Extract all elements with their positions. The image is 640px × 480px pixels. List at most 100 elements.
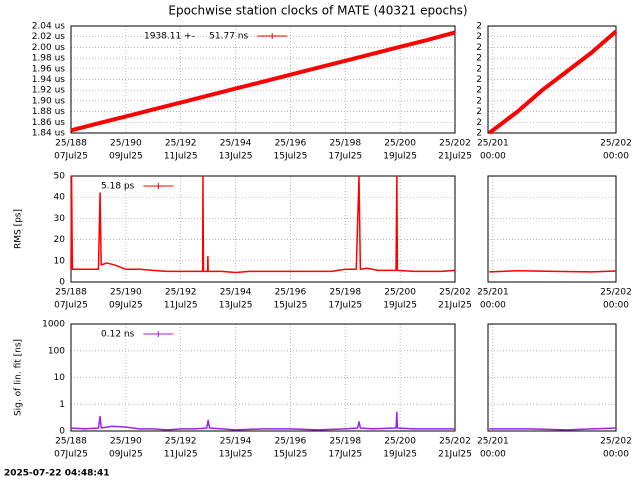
x-tick-sublabel: 17Jul25 [328,301,362,311]
x-tick-label: 25/194 [220,139,252,149]
data-line [489,427,617,431]
y-axis-label: RMS [ps] [14,209,24,249]
y-tick-label: 2 [476,86,482,96]
y-tick-label: 1.92 us [32,86,66,96]
y-tick-label: 2 [476,129,482,139]
x-tick-sublabel: 07Jul25 [54,450,88,460]
y-tick-label: 1.86 us [32,118,66,128]
x-tick-sublabel: 21Jul25 [438,301,472,311]
x-tick-sublabel: 15Jul25 [274,450,308,460]
chart-title: Epochwise station clocks of MATE (40321 … [168,4,467,18]
x-tick-sublabel: 11Jul25 [164,450,198,460]
x-tick-sublabel: 21Jul25 [438,450,472,460]
y-tick-label: 2 [476,43,482,53]
x-tick-sublabel: 09Jul25 [109,450,143,460]
x-tick-label: 25/202 [600,288,632,298]
y-tick-label: 30 [54,214,66,224]
x-tick-sublabel: 00:00 [603,301,629,311]
y-tick-label: 2 [476,64,482,74]
y-tick-label: 1.96 us [32,64,66,74]
y-tick-label: 2 [476,96,482,106]
x-tick-label: 25/196 [275,139,307,149]
x-tick-label: 25/202 [439,437,471,447]
x-tick-sublabel: 17Jul25 [328,450,362,460]
plot-frame [487,323,617,432]
y-tick-label: 10 [54,373,66,383]
y-tick-label: 50 [54,172,66,182]
x-tick-label: 25/196 [275,437,307,447]
legend-marker [155,183,162,189]
y-tick-label: 1.88 us [32,107,66,117]
y-tick-label: 1.94 us [32,75,66,85]
y-tick-label: 2 [476,32,482,42]
x-tick-sublabel: 15Jul25 [274,301,308,311]
x-tick-label: 25/202 [600,139,632,149]
x-tick-label: 25/192 [165,288,197,298]
y-tick-label: 2 [476,118,482,128]
x-tick-sublabel: 00:00 [480,450,506,460]
y-tick-label: 2 [476,107,482,117]
plot-frame [487,175,617,283]
x-tick-label: 25/201 [477,139,509,149]
y-tick-label: 40 [54,193,66,203]
x-tick-sublabel: 07Jul25 [54,301,88,311]
data-line [70,175,456,274]
x-tick-sublabel: 00:00 [480,301,506,311]
x-tick-sublabel: 15Jul25 [274,152,308,162]
x-tick-label: 25/198 [329,437,361,447]
x-tick-label: 25/200 [384,288,416,298]
y-tick-label: 1.90 us [32,96,66,106]
y-tick-label: 2.02 us [32,32,66,42]
x-tick-sublabel: 19Jul25 [383,450,417,460]
y-tick-label: 100 [48,346,65,356]
plot-frame [70,25,456,134]
data-line [489,270,617,273]
x-tick-label: 25/190 [110,437,142,447]
x-tick-sublabel: 19Jul25 [383,152,417,162]
y-tick-label: 10 [54,256,66,266]
plot-frame [487,25,617,134]
x-tick-label: 25/198 [329,139,361,149]
x-tick-sublabel: 13Jul25 [219,450,253,460]
legend-marker [269,33,276,39]
y-tick-label: 1000 [42,320,65,330]
y-tick-label: 2.04 us [32,22,66,32]
x-tick-sublabel: 00:00 [480,152,506,162]
x-tick-sublabel: 13Jul25 [219,152,253,162]
x-tick-sublabel: 17Jul25 [328,152,362,162]
y-tick-label: 2.00 us [32,43,66,53]
y-tick-label: 1.98 us [32,54,66,64]
legend-label: 5.18 ps [101,182,135,192]
y-tick-label: 2 [476,54,482,64]
plot-frame [70,323,456,432]
x-tick-sublabel: 19Jul25 [383,301,417,311]
x-tick-sublabel: 00:00 [603,450,629,460]
data-line [70,411,455,431]
y-tick-label: 20 [54,235,66,245]
x-tick-label: 25/192 [165,437,197,447]
data-line [488,29,618,135]
legend-label: 1938.11 +- 51.77 ns [144,32,249,42]
x-tick-label: 25/190 [110,288,142,298]
y-tick-label: 2 [476,75,482,85]
x-tick-label: 25/188 [55,437,87,447]
x-tick-label: 25/196 [275,288,307,298]
x-tick-label: 25/198 [329,288,361,298]
x-tick-label: 25/200 [384,437,416,447]
x-tick-sublabel: 09Jul25 [109,152,143,162]
y-tick-label: 1.84 us [32,129,66,139]
x-tick-sublabel: 07Jul25 [54,152,88,162]
x-tick-label: 25/188 [55,288,87,298]
x-tick-sublabel: 13Jul25 [219,301,253,311]
x-tick-label: 25/188 [55,139,87,149]
x-tick-label: 25/194 [220,288,252,298]
x-tick-label: 25/201 [477,437,509,447]
y-axis-label: Sig. of lin. fit [ns] [14,339,24,416]
y-tick-label: 2 [476,22,482,32]
x-tick-label: 25/192 [165,139,197,149]
y-tick-label: 0 [59,427,65,437]
y-tick-label: 1 [59,400,65,410]
x-tick-sublabel: 11Jul25 [164,301,198,311]
x-tick-label: 25/202 [439,288,471,298]
